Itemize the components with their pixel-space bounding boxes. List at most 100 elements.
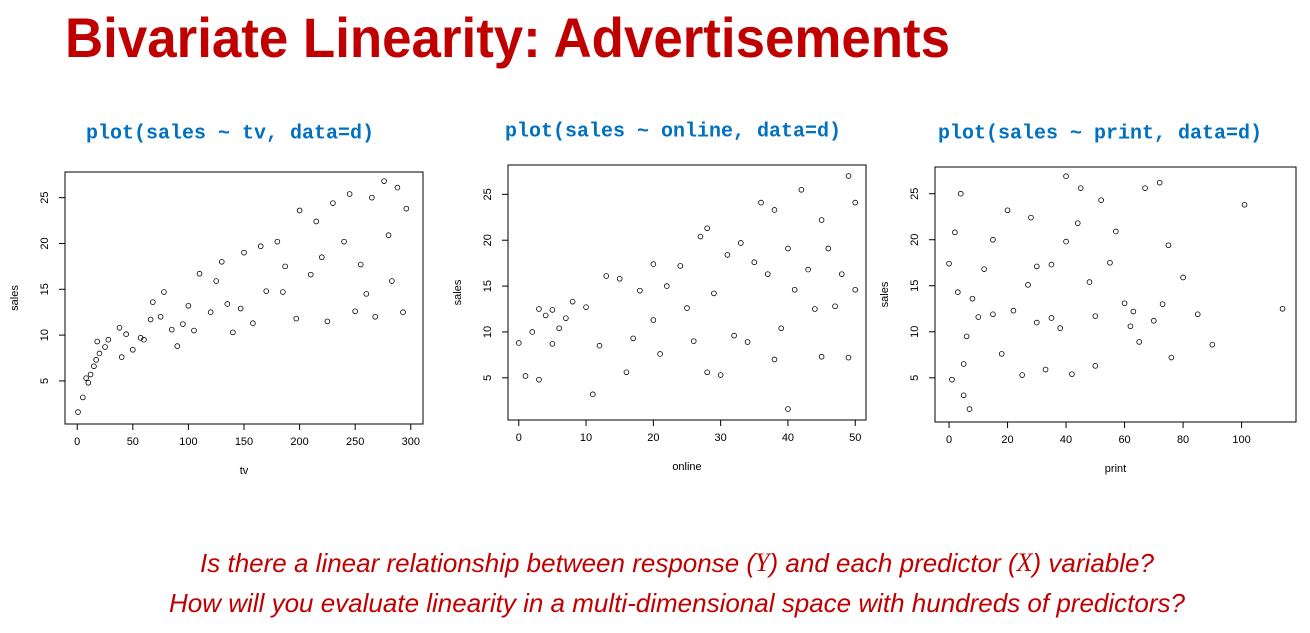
point [79, 394, 86, 401]
y-tick-label: 20 [482, 234, 494, 246]
point [549, 341, 556, 347]
point [296, 207, 303, 214]
point [369, 194, 375, 201]
point [274, 238, 281, 245]
x-tick-label: 100 [179, 436, 197, 448]
point [845, 173, 852, 179]
point [852, 199, 859, 206]
point [1042, 366, 1049, 373]
point [1063, 238, 1069, 245]
x-tick-label: 50 [849, 432, 861, 444]
y-tick-label: 10 [39, 329, 51, 341]
point [123, 331, 129, 337]
point [118, 354, 125, 360]
point [174, 343, 181, 349]
x-tick-label: 20 [647, 432, 659, 444]
plot-box [64, 171, 424, 425]
point [147, 316, 154, 323]
point [1130, 308, 1137, 315]
point [569, 298, 576, 305]
point [838, 271, 845, 277]
point [137, 335, 144, 341]
point [346, 191, 353, 197]
point [955, 289, 961, 295]
plot-box [934, 166, 1297, 423]
point [832, 303, 838, 310]
point [105, 336, 112, 343]
point [563, 315, 569, 321]
x-tick-label: 250 [346, 436, 364, 448]
point [1121, 300, 1128, 307]
point [1077, 185, 1084, 191]
point [161, 289, 167, 295]
point [389, 278, 395, 284]
point [1004, 207, 1011, 214]
x-tick-label: 10 [580, 432, 592, 444]
plot-box [507, 164, 867, 421]
point [394, 184, 401, 191]
point [87, 371, 94, 378]
point [330, 200, 336, 206]
point [1151, 317, 1157, 324]
point [990, 236, 996, 243]
y-tick-label: 20 [909, 234, 921, 246]
point [307, 271, 314, 278]
point [791, 286, 798, 293]
point [1048, 261, 1055, 268]
x-tick-label: 300 [402, 436, 420, 448]
point [845, 354, 852, 361]
point [657, 351, 663, 357]
chart-caption: plot(sales ~ online, data=d) [505, 120, 841, 143]
point [313, 218, 320, 225]
point [998, 351, 1005, 357]
point [536, 306, 542, 312]
y-tick-label: 25 [909, 188, 921, 200]
point [213, 278, 220, 284]
point [522, 373, 529, 379]
y-tick-label: 5 [482, 375, 494, 381]
point [946, 260, 952, 267]
slide-title: Bivariate Linearity: Advertisements [65, 6, 950, 69]
point [157, 313, 164, 320]
point [1142, 185, 1148, 191]
x-tick-label: 40 [1060, 434, 1072, 446]
point [1034, 319, 1040, 326]
x-tick-label: 0 [516, 432, 522, 444]
point [975, 314, 982, 320]
y-tick-label: 10 [482, 326, 494, 338]
point [697, 233, 704, 240]
point [1028, 214, 1034, 221]
x-tick-label: 30 [715, 432, 727, 444]
point [1063, 173, 1069, 180]
y-axis-label: sales [9, 285, 21, 311]
y-tick-label: 5 [909, 375, 921, 381]
point [94, 338, 101, 345]
point [381, 178, 387, 184]
x-tick-label: 60 [1118, 434, 1130, 446]
point [616, 275, 623, 282]
point [542, 312, 549, 319]
point [960, 392, 967, 399]
point [207, 309, 214, 316]
point [778, 325, 785, 332]
y-tick-label: 15 [909, 280, 921, 292]
point [785, 406, 791, 412]
charts: plot(sales ~ tv, data=d)0 50 100 150 200 250 3… [9, 120, 1297, 477]
point [957, 190, 964, 197]
x-tick-label: 0 [946, 434, 952, 446]
point [230, 329, 236, 336]
question: Is there a linear relationship between r… [200, 548, 1154, 578]
point [1112, 228, 1119, 235]
point [1086, 279, 1093, 285]
point [1165, 242, 1172, 249]
point [717, 372, 724, 378]
point [1159, 301, 1166, 307]
point [630, 335, 636, 342]
point [1010, 307, 1017, 314]
point [168, 326, 175, 333]
point [515, 340, 522, 346]
y-tick-label: 20 [39, 237, 51, 249]
point [1069, 371, 1075, 377]
point [1279, 305, 1286, 312]
y-tick-label: 25 [39, 192, 51, 204]
